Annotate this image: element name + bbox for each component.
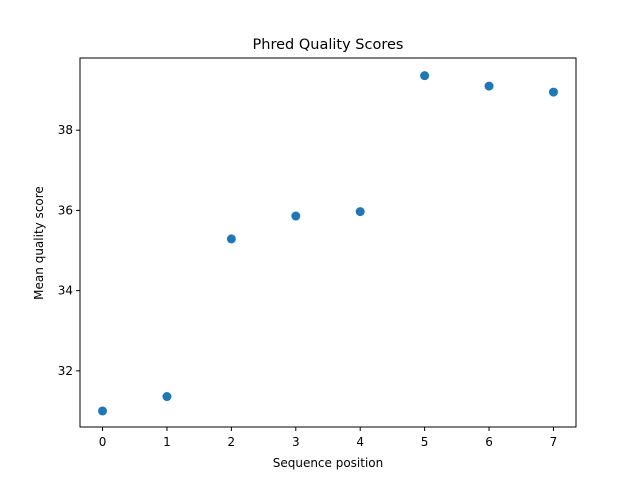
- y-tick-label: 34: [58, 284, 73, 298]
- chart-title: Phred Quality Scores: [253, 37, 404, 53]
- plot-frame: [79, 57, 577, 428]
- data-point: [548, 87, 558, 97]
- x-tick-label: 0: [99, 435, 107, 449]
- data-point: [226, 234, 236, 244]
- x-tick-label: 4: [356, 435, 364, 449]
- x-tick-label: 3: [292, 435, 300, 449]
- x-axis-ticks: 0 1 2 3 4 5 6 7: [99, 427, 558, 449]
- x-tick-label: 1: [163, 435, 171, 449]
- y-tick-label: 38: [58, 123, 73, 137]
- data-point: [420, 71, 430, 81]
- y-axis-label: Mean quality score: [32, 186, 46, 300]
- points-layer: [98, 71, 558, 416]
- plot-area: [79, 57, 577, 428]
- data-point: [484, 81, 494, 91]
- data-point: [291, 211, 301, 221]
- y-tick-label: 32: [58, 364, 73, 378]
- data-point: [162, 392, 172, 402]
- x-tick-label: 6: [485, 435, 493, 449]
- x-tick-label: 2: [228, 435, 236, 449]
- y-axis-ticks: 32 34 36 38: [58, 123, 80, 378]
- x-axis-label: Sequence position: [273, 456, 384, 470]
- x-tick-label: 5: [421, 435, 429, 449]
- x-tick-label: 7: [550, 435, 558, 449]
- data-point: [98, 406, 108, 416]
- data-point: [355, 207, 365, 217]
- y-tick-label: 36: [58, 203, 73, 217]
